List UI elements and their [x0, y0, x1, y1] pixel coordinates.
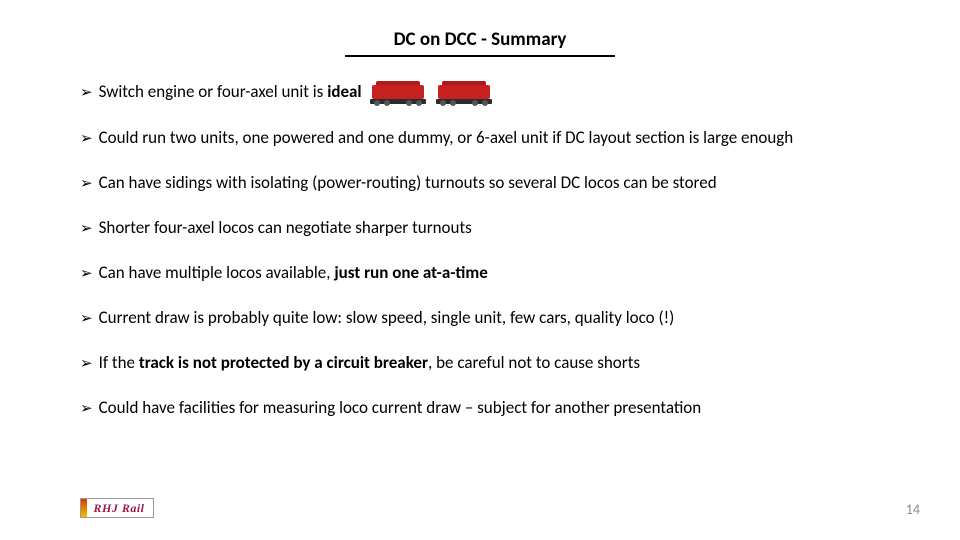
list-item-text: Can have multiple locos available, just …: [99, 262, 880, 285]
train-icon: [370, 81, 426, 105]
bullet-arrow-icon: ➢: [80, 83, 93, 103]
bullet-arrow-icon: ➢: [80, 264, 93, 284]
bullet-arrow-icon: ➢: [80, 309, 93, 329]
text-pre: Could have facilities for measuring loco…: [99, 397, 702, 418]
logo-bar-icon: [81, 499, 87, 517]
list-item: ➢ If the track is not protected by a circ…: [80, 352, 880, 375]
title-block: DC on DCC - Summary: [0, 0, 960, 57]
train-images: [370, 81, 492, 105]
page-title: DC on DCC - Summary: [394, 28, 567, 51]
list-item-text: Could run two units, one powered and one…: [99, 127, 880, 150]
bullet-list: ➢ Switch engine or four-axel unit is idea…: [0, 57, 960, 420]
text-post: , be careful not to cause shorts: [428, 352, 640, 373]
text-bold: track is not protected by a circuit brea…: [139, 352, 428, 373]
list-item: ➢ Can have multiple locos available, just…: [80, 262, 880, 285]
list-item-text: Shorter four-axel locos can negotiate sh…: [99, 217, 880, 240]
list-item-text: Could have facilities for measuring loco…: [99, 397, 880, 420]
list-item-text: Can have sidings with isolating (power-r…: [99, 172, 880, 195]
text-pre: Can have multiple locos available,: [99, 262, 335, 283]
list-item-text: Switch engine or four-axel unit is ideal: [99, 81, 880, 105]
footer-logo: RHJ Rail: [80, 498, 154, 518]
logo-text: RHJ Rail: [93, 501, 144, 516]
text-pre: Could run two units, one powered and one…: [99, 127, 794, 148]
list-item: ➢ Shorter four-axel locos can negotiate s…: [80, 217, 880, 240]
text-pre: Shorter four-axel locos can negotiate sh…: [99, 217, 472, 238]
bullet-arrow-icon: ➢: [80, 129, 93, 149]
bullet-arrow-icon: ➢: [80, 399, 93, 419]
list-item: ➢ Current draw is probably quite low: slo…: [80, 307, 880, 330]
bullet-arrow-icon: ➢: [80, 354, 93, 374]
text-pre: Switch engine or four-axel unit is: [99, 81, 328, 102]
text-pre: Current draw is probably quite low: slow…: [99, 307, 675, 328]
bullet-arrow-icon: ➢: [80, 219, 93, 239]
list-item: ➢ Could run two units, one powered and on…: [80, 127, 880, 150]
page-number: 14: [906, 501, 920, 518]
text-bold: ideal: [327, 81, 361, 102]
list-item: ➢ Can have sidings with isolating (power-…: [80, 172, 880, 195]
list-item: ➢ Could have facilities for measuring loc…: [80, 397, 880, 420]
list-item-text: If the track is not protected by a circu…: [99, 352, 880, 375]
list-item: ➢ Switch engine or four-axel unit is idea…: [80, 81, 880, 105]
text-pre: Can have sidings with isolating (power-r…: [99, 172, 717, 193]
train-icon: [436, 81, 492, 105]
bullet-arrow-icon: ➢: [80, 174, 93, 194]
text-pre: If the: [99, 352, 139, 373]
list-item-text: Current draw is probably quite low: slow…: [99, 307, 880, 330]
text-bold: just run one at-a-time: [334, 262, 487, 283]
